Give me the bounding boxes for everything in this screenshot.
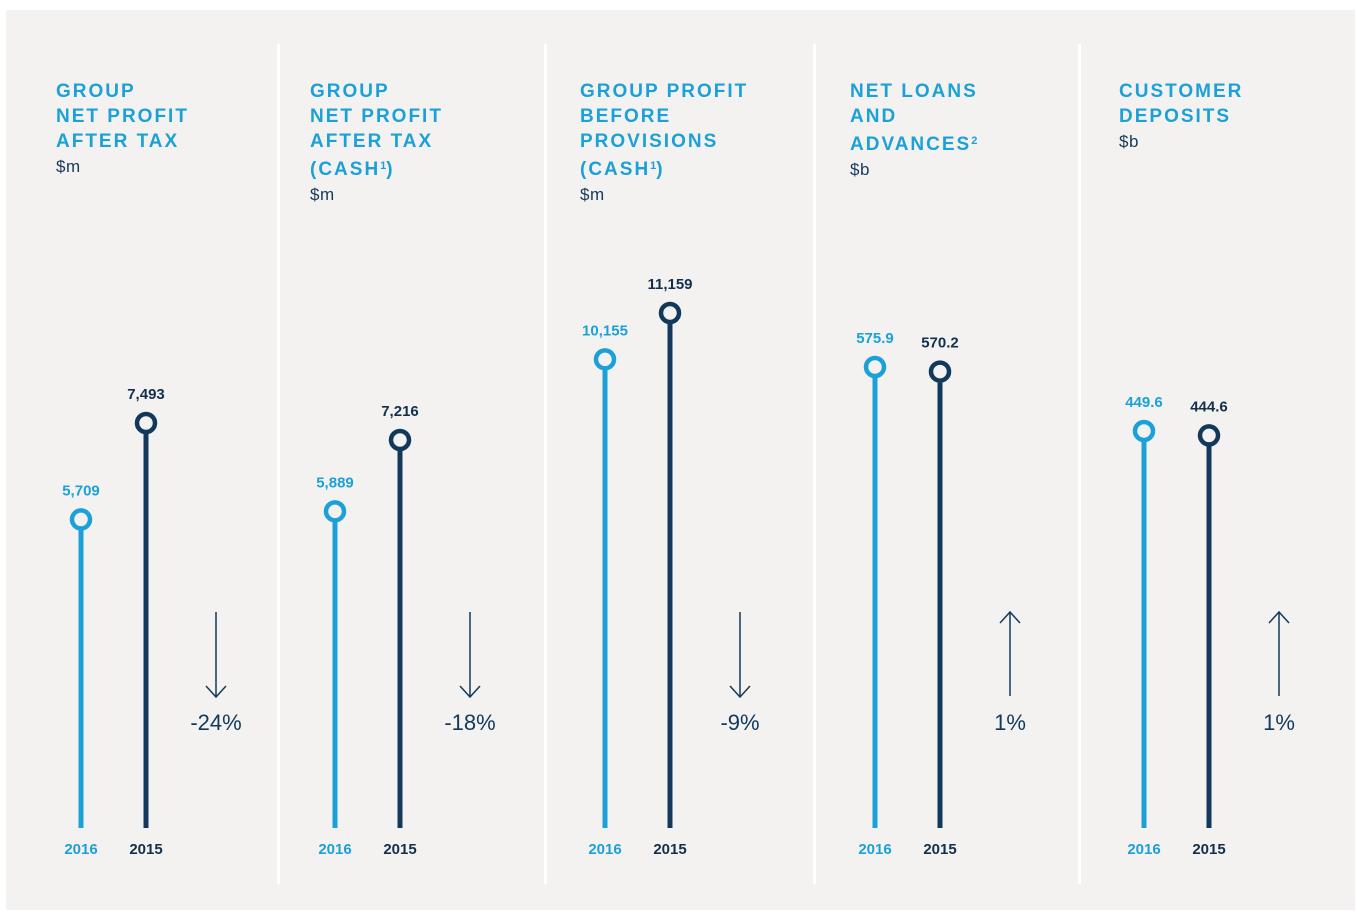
arrow-down-icon: [729, 612, 751, 699]
lollipop-chart: 5,889 2016 7,216 2015 -18%: [316, 403, 495, 858]
panel-title-line: BEFORE: [580, 106, 672, 127]
lollipop-chart: 10,155 2016 11,159 2015 -9%: [582, 276, 760, 858]
lollipop-dot-2016: [863, 355, 887, 379]
panel-divider: [813, 44, 816, 884]
value-label-2015: 11,159: [647, 276, 692, 293]
panel-title: CUSTOMER DEPOSITS $b: [1119, 79, 1357, 154]
value-label-2015: 570.2: [921, 335, 959, 352]
change-percent: 1%: [1263, 710, 1295, 735]
year-label-2016: 2016: [1127, 841, 1160, 858]
panel-title-line: GROUP: [56, 81, 136, 102]
lollipop-chart: 575.9 2016 570.2 2015 1%: [856, 330, 1026, 858]
panel-unit: $m: [310, 185, 335, 204]
lollipop-dot-2015: [1197, 424, 1221, 447]
value-label-2016: 5,709: [62, 482, 100, 499]
panel-title-line: GROUP: [310, 81, 390, 102]
kpi-panel: GROUP PROFIT BEFORE PROVISIONS (CASH1) $m 10,…: [580, 10, 848, 910]
lollipop-dot-2016: [1132, 419, 1156, 443]
lollipop-chart: 5,709 2016 7,493 2015 -24%: [62, 386, 241, 858]
change-percent: -24%: [190, 710, 241, 735]
panel-title-line: AFTER TAX: [56, 131, 180, 152]
value-label-2015: 7,216: [381, 403, 419, 420]
panel-title-line: AFTER TAX: [310, 131, 434, 152]
value-label-2016: 5,889: [316, 474, 354, 491]
value-label-2016: 449.6: [1125, 394, 1163, 411]
footnote-marker: 2: [971, 135, 978, 147]
panel-unit: $m: [56, 157, 81, 176]
lollipop-dot-2016: [69, 508, 93, 531]
year-label-2015: 2015: [129, 841, 162, 858]
arrow-down-icon: [459, 612, 481, 699]
lollipop-chart: 449.6 2016 444.6 2015 1%: [1125, 394, 1295, 858]
panel-title: GROUP NET PROFIT AFTER TAX (CASH1) $m: [310, 79, 550, 207]
kpi-panel: NET LOANS AND ADVANCES2 $b 575.9 2016 570.2 201…: [850, 10, 1118, 910]
panel-title-line: PROVISIONS: [580, 131, 719, 152]
panel-title-line: GROUP PROFIT: [580, 81, 749, 102]
arrow-up-icon: [999, 610, 1021, 696]
year-label-2015: 2015: [1192, 841, 1225, 858]
panel-title-line: (CASH: [310, 159, 381, 180]
panel-title-suffix: ): [656, 159, 665, 180]
year-label-2016: 2016: [318, 841, 351, 858]
kpi-panel: GROUP NET PROFIT AFTER TAX $m 5,709 2016 7,493…: [56, 10, 324, 910]
year-label-2016: 2016: [588, 841, 621, 858]
lollipop-dot-2015: [928, 360, 952, 383]
panel-title-line: ADVANCES: [850, 134, 972, 155]
year-label-2016: 2016: [858, 841, 891, 858]
change-percent: -18%: [444, 710, 495, 735]
arrow-down-icon: [205, 612, 227, 699]
footnote-marker: 1: [650, 160, 657, 172]
panel-title: GROUP NET PROFIT AFTER TAX $m: [56, 79, 296, 179]
year-label-2016: 2016: [64, 841, 97, 858]
panel-divider: [1078, 44, 1081, 884]
panel-title-line: AND: [850, 106, 898, 127]
kpi-panel: CUSTOMER DEPOSITS $b 449.6 2016 444.6 2015 1%: [1119, 10, 1357, 910]
lollipop-dot-2015: [388, 428, 412, 452]
lollipop-dot-2015: [134, 411, 158, 435]
arrow-up-icon: [1268, 610, 1290, 696]
panel-divider: [544, 44, 547, 884]
panel-unit: $b: [850, 160, 870, 179]
panel-divider: [277, 44, 280, 884]
lollipop-dot-2016: [593, 348, 617, 371]
kpi-chart-frame: GROUP NET PROFIT AFTER TAX $m 5,709 2016 7,493…: [6, 10, 1355, 910]
change-percent: -9%: [720, 710, 759, 735]
kpi-panel: GROUP NET PROFIT AFTER TAX (CASH1) $m 5,889 20…: [310, 10, 578, 910]
panel-title-line: CUSTOMER: [1119, 81, 1244, 102]
value-label-2015: 444.6: [1190, 398, 1228, 415]
panel-title-line: NET PROFIT: [310, 106, 443, 127]
lollipop-dot-2015: [658, 301, 682, 325]
panel-title-line: NET PROFIT: [56, 106, 189, 127]
panel-title-line: DEPOSITS: [1119, 106, 1232, 127]
panel-title-suffix: ): [386, 159, 395, 180]
value-label-2016: 575.9: [856, 330, 894, 347]
panel-title: NET LOANS AND ADVANCES2 $b: [850, 79, 1090, 182]
year-label-2015: 2015: [653, 841, 686, 858]
lollipop-dot-2016: [323, 500, 347, 523]
value-label-2015: 7,493: [127, 386, 165, 403]
panel-title: GROUP PROFIT BEFORE PROVISIONS (CASH1) $m: [580, 79, 820, 207]
value-label-2016: 10,155: [582, 322, 628, 339]
footnote-marker: 1: [380, 160, 387, 172]
year-label-2015: 2015: [923, 841, 956, 858]
change-percent: 1%: [994, 710, 1026, 735]
year-label-2015: 2015: [383, 841, 416, 858]
panel-unit: $b: [1119, 132, 1139, 151]
panel-unit: $m: [580, 185, 605, 204]
panel-title-line: NET LOANS: [850, 81, 978, 102]
panel-title-line: (CASH: [580, 159, 651, 180]
